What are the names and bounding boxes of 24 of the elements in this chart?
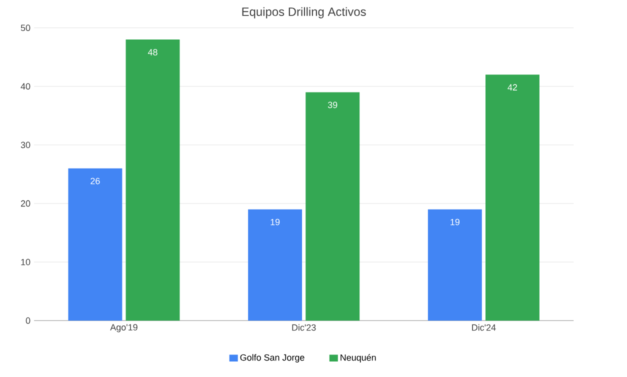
chart-title: Equipos Drilling Activos — [242, 7, 366, 18]
data-label: 26 — [90, 178, 100, 184]
data-label: 39 — [328, 102, 338, 108]
bar — [68, 168, 122, 320]
bar — [306, 92, 360, 320]
y-tick-label: 10 — [21, 258, 30, 266]
bar — [126, 39, 180, 320]
x-tick-label: Dic'24 — [472, 324, 496, 331]
bar — [428, 209, 482, 320]
legend-label: Neuquén — [340, 354, 376, 362]
legend-label: Golfo San Jorge — [240, 354, 304, 362]
y-tick-label: 0 — [26, 317, 30, 324]
y-tick-label: 50 — [20, 24, 30, 31]
bar — [248, 209, 302, 320]
y-tick-label: 20 — [21, 200, 30, 207]
data-label: 42 — [508, 84, 517, 90]
x-tick-label: Ago'19 — [110, 324, 138, 332]
data-label: 48 — [148, 48, 158, 56]
data-label: 19 — [450, 218, 460, 226]
data-label: 19 — [270, 218, 280, 226]
x-tick-label: Dic'23 — [292, 324, 316, 331]
bar — [485, 74, 540, 320]
y-tick-label: 40 — [20, 83, 30, 90]
y-tick-label: 30 — [20, 142, 30, 148]
